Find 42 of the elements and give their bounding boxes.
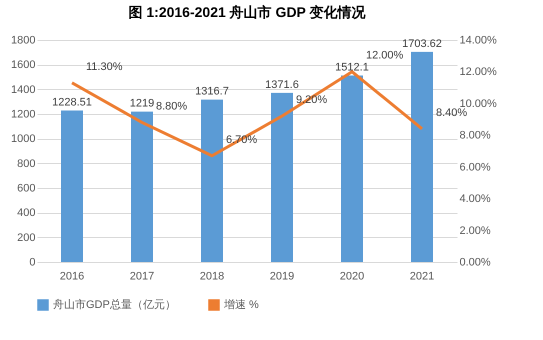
x-tick-label: 2018: [200, 270, 224, 282]
data-label: 1371.6: [265, 78, 299, 91]
bar: [271, 92, 293, 262]
data-label: 12.00%: [366, 50, 404, 62]
legend-label: 舟山市GDP总量（亿元）: [53, 298, 176, 311]
y2-tick-label: 8.00%: [460, 130, 491, 142]
data-label: 1316.7: [195, 86, 229, 98]
y-tick-label: 1000: [11, 133, 36, 146]
x-tick-label: 2020: [340, 270, 364, 282]
x-tick-label: 2019: [270, 270, 294, 282]
x-tick-label: 2017: [130, 270, 154, 282]
data-label: 1228.51: [52, 96, 92, 108]
data-label: 1219: [130, 98, 154, 110]
chart-title: 图 1:2016-2021 舟山市 GDP 变化情况: [128, 4, 367, 20]
bar: [341, 76, 363, 262]
y-tick-label: 800: [17, 158, 36, 170]
y-tick-label: 1800: [11, 34, 36, 46]
y2-tick-label: 2.00%: [460, 224, 491, 237]
y-tick-label: 200: [17, 232, 36, 244]
x-tick-label: 2021: [410, 270, 434, 282]
bar: [61, 110, 83, 262]
y-tick-label: 1600: [11, 59, 36, 72]
data-label: 1512.1: [335, 62, 369, 74]
data-label: 1703.62: [402, 38, 442, 50]
x-tick-label: 2016: [60, 270, 84, 282]
bar: [201, 100, 223, 262]
y2-tick-label: 6.00%: [460, 161, 491, 174]
y2-tick-label: 0.00%: [460, 256, 491, 268]
data-label: 8.40%: [436, 106, 468, 119]
legend-label: 增速 %: [223, 298, 260, 311]
y-tick-label: 0: [29, 256, 36, 268]
y-tick-label: 1200: [11, 108, 36, 120]
y-tick-label: 600: [17, 182, 36, 194]
bar: [411, 52, 433, 262]
y2-tick-label: 14.00%: [460, 34, 498, 46]
bar: [131, 112, 153, 262]
y2-tick-label: 4.00%: [460, 193, 491, 206]
data-label: 8.80%: [156, 100, 188, 112]
y2-tick-label: 12.00%: [460, 66, 498, 78]
data-label: 11.30%: [86, 60, 123, 73]
y-tick-label: 1400: [11, 84, 36, 96]
y-tick-label: 400: [17, 207, 36, 220]
